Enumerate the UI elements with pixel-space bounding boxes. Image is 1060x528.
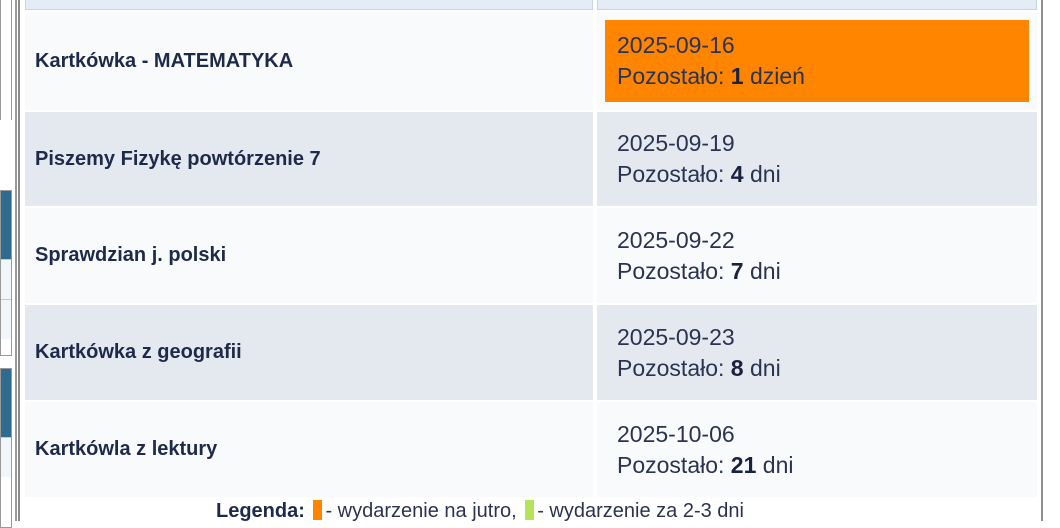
- legend: Legenda: - wydarzenie na jutro, - wydarz…: [0, 500, 1010, 523]
- table-header: [25, 0, 1037, 10]
- table-row: Kartkówla z lektury 2025-10-06 Pozostało…: [25, 402, 1037, 497]
- event-name: Kartkówka z geografii: [25, 305, 593, 400]
- event-date-cell: 2025-09-22 Pozostało: 7 dni: [617, 225, 781, 287]
- event-remaining: Pozostało: 7 dni: [617, 257, 781, 284]
- event-name: Piszemy Fizykę powtórzenie 7: [25, 112, 593, 206]
- left-panel: [0, 0, 20, 528]
- event-name: Sprawdzian j. polski: [25, 208, 593, 303]
- event-date: 2025-09-16: [617, 32, 735, 58]
- side-box: [0, 0, 12, 121]
- event-name: Kartkówka - MATEMATYKA: [25, 12, 593, 110]
- legend-title: Legenda:: [215, 500, 305, 522]
- table-row: Kartkówka z geografii 2025-09-23 Pozosta…: [25, 305, 1037, 400]
- event-date: 2025-09-22: [617, 226, 735, 253]
- events-table: Kartkówka - MATEMATYKA 2025-09-16 Pozost…: [25, 0, 1037, 499]
- event-date-cell: 2025-09-16 Pozostało: 1 dzień: [605, 20, 1029, 102]
- divider: [15, 0, 17, 521]
- event-date: 2025-09-19: [617, 130, 735, 156]
- event-remaining: Pozostało: 21 dni: [617, 451, 794, 478]
- event-remaining: Pozostało: 1 dzień: [617, 63, 805, 89]
- event-remaining: Pozostało: 4 dni: [617, 161, 781, 187]
- table-row: Piszemy Fizykę powtórzenie 7 2025-09-19 …: [25, 112, 1037, 206]
- event-date-cell: 2025-09-19 Pozostało: 4 dni: [617, 128, 781, 190]
- event-date-cell: 2025-10-06 Pozostało: 21 dni: [617, 419, 793, 481]
- event-date: 2025-09-23: [617, 323, 735, 350]
- event-name: Kartkówla z lektury: [25, 402, 593, 497]
- event-date-cell: 2025-09-23 Pozostało: 8 dni: [617, 322, 781, 384]
- legend-swatch-tomorrow: [313, 500, 323, 520]
- legend-tomorrow: - wydarzenie na jutro,: [325, 500, 517, 522]
- table-row: Sprawdzian j. polski 2025-09-22 Pozostał…: [25, 208, 1037, 303]
- side-box: [0, 190, 12, 356]
- side-box: [0, 368, 12, 528]
- scrollbar-border: [1041, 0, 1043, 521]
- legend-swatch-soon: [525, 500, 535, 520]
- table-row: Kartkówka - MATEMATYKA 2025-09-16 Pozost…: [25, 12, 1037, 110]
- legend-soon: - wydarzenie za 2-3 dni: [537, 500, 744, 522]
- event-date: 2025-10-06: [617, 420, 735, 447]
- event-remaining: Pozostało: 8 dni: [617, 354, 781, 381]
